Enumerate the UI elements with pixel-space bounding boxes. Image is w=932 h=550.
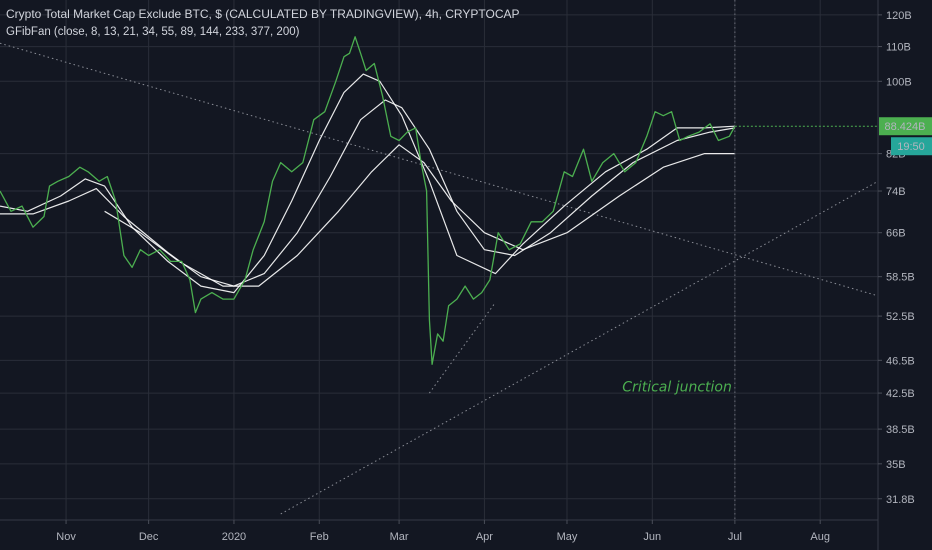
x-tick-label: Nov	[56, 531, 76, 543]
annotations: Critical junction	[622, 379, 732, 395]
last-value-badge	[879, 117, 932, 136]
x-tick-label: Jul	[728, 531, 742, 543]
trendlines	[0, 42, 879, 515]
ribbon-line	[104, 144, 735, 287]
y-tick-label: 35B	[886, 459, 906, 471]
indicator-legend[interactable]: GFibFan (close, 8, 13, 21, 34, 55, 89, 1…	[6, 26, 300, 38]
ribbon-line	[0, 73, 735, 294]
x-tick-label: Mar	[390, 531, 409, 543]
y-tick-label: 46.5B	[886, 355, 915, 367]
y-tick-label: 120B	[886, 10, 912, 22]
price-line	[0, 36, 736, 365]
price-axis[interactable]: 120B110B100B82B74B66B58.5B52.5B46.5B42.5…	[878, 10, 915, 506]
x-tick-label: Aug	[810, 531, 830, 543]
x-tick-label: Jun	[643, 531, 661, 543]
ribbon-line	[0, 99, 736, 287]
x-tick-label: Feb	[310, 531, 329, 543]
trendline	[280, 180, 879, 515]
trendline	[428, 302, 496, 394]
y-tick-label: 66B	[886, 228, 906, 240]
last-value-text: 88.424B	[885, 121, 926, 133]
y-tick-label: 100B	[886, 76, 912, 88]
y-tick-label: 38.5B	[886, 424, 915, 436]
x-tick-label: May	[557, 531, 578, 543]
y-tick-label: 58.5B	[886, 272, 915, 284]
chart-title: Crypto Total Market Cap Exclude BTC, $ (…	[6, 7, 520, 21]
y-tick-label: 110B	[886, 42, 911, 54]
y-tick-label: 42.5B	[886, 388, 915, 400]
y-tick-label: 31.8B	[886, 494, 915, 506]
axis-badges: 88.424B 19:50	[879, 117, 932, 156]
time-axis[interactable]: Nov Dec 2020 Feb Mar Apr May Jun Jul Aug	[56, 520, 830, 543]
y-tick-label: 74B	[886, 186, 906, 198]
annotation-text: Critical junction	[622, 379, 732, 395]
countdown-text: 19:50	[897, 141, 925, 153]
series-layer	[0, 36, 736, 365]
countdown-badge	[891, 137, 932, 156]
x-tick-label: Dec	[139, 531, 159, 543]
trendline	[0, 42, 879, 297]
marker-layer	[734, 0, 878, 520]
x-tick-label: Apr	[476, 531, 493, 543]
x-tick-label: 2020	[222, 531, 246, 543]
y-tick-label: 52.5B	[886, 311, 915, 323]
